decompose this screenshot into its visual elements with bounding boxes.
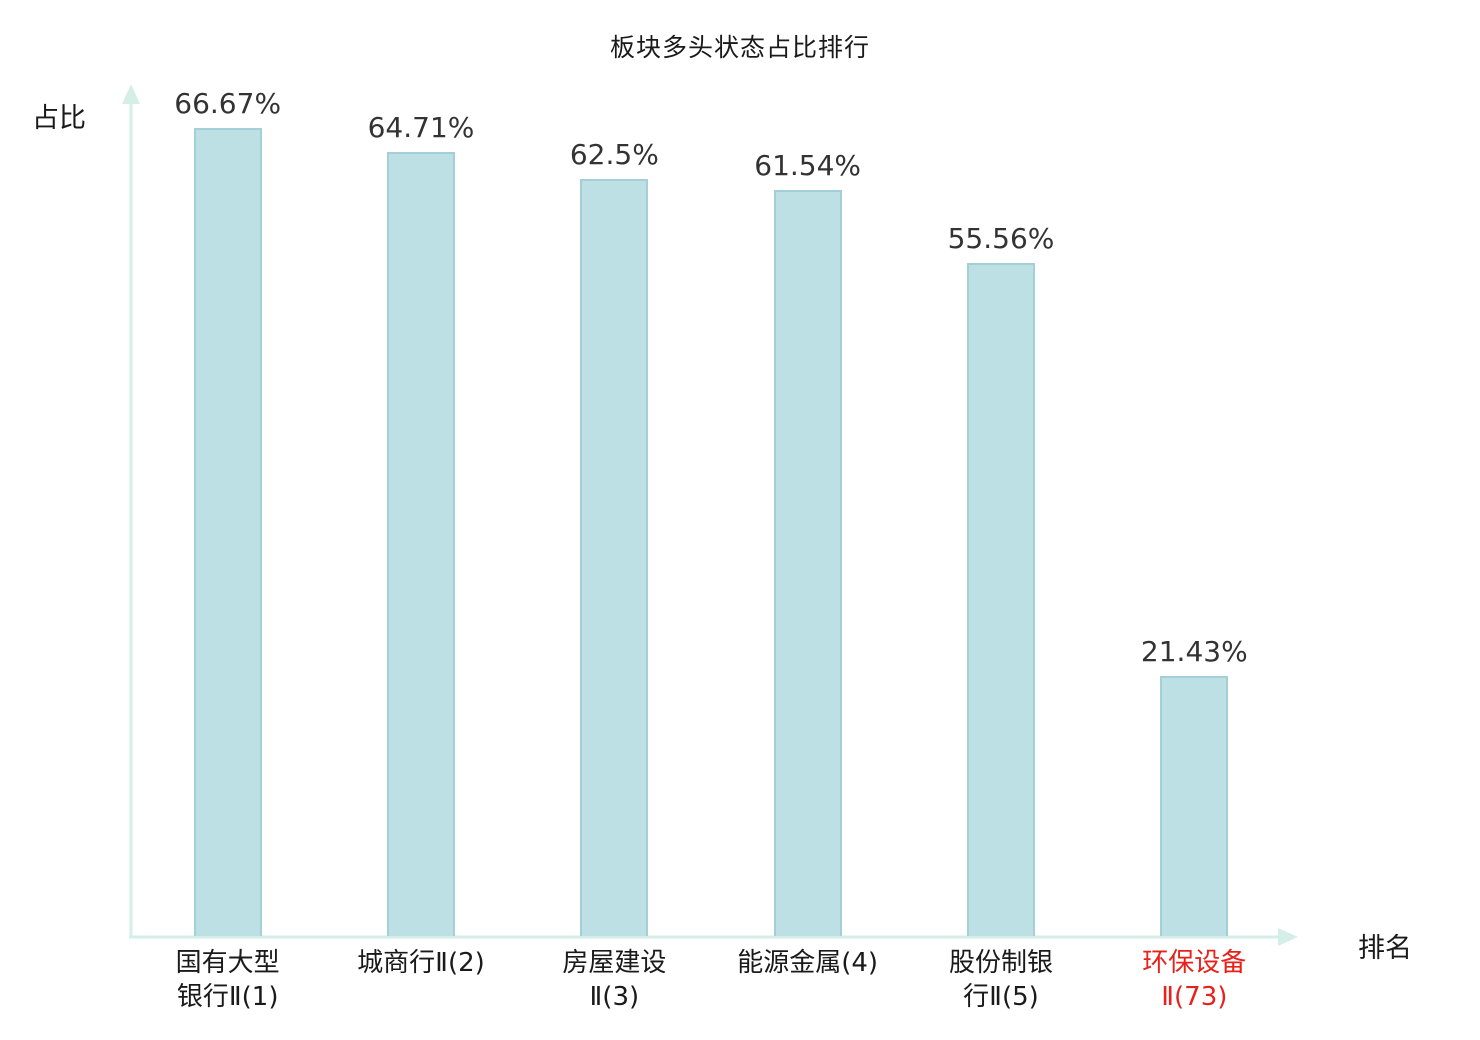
bar-column: 62.5%	[518, 138, 711, 936]
category-label: 环保设备 Ⅱ(73)	[1142, 948, 1247, 1012]
y-axis-label: 占比	[32, 103, 86, 134]
category-labels: 国有大型 银行Ⅱ(1) 城商行Ⅱ(2) 房屋建设 Ⅱ(3) 能源金属(4) 股份制银 行Ⅱ(5…	[131, 946, 1291, 1014]
category-label: 股份制银 行Ⅱ(5)	[948, 948, 1053, 1012]
bar	[773, 190, 842, 936]
bar-column: 55.56%	[904, 222, 1097, 936]
category-label: 城商行Ⅱ(2)	[357, 948, 485, 978]
bar	[1160, 676, 1229, 936]
plot-area: 66.67% 64.71% 62.5% 61.54% 55.56% 21.43%	[131, 76, 1291, 936]
bar-value-label: 61.54%	[754, 149, 862, 182]
category-label: 房屋建设 Ⅱ(3)	[562, 948, 667, 1012]
bar-column: 64.71%	[324, 111, 517, 936]
bar	[966, 263, 1035, 936]
bar-column: 66.67%	[131, 87, 324, 936]
category-label: 能源金属(4)	[737, 948, 879, 978]
bar-value-label: 21.43%	[1140, 635, 1248, 668]
chart-title: 板块多头状态占比排行	[609, 33, 870, 62]
bar-column: 61.54%	[711, 149, 904, 936]
bar-column: 21.43%	[1098, 635, 1291, 936]
bar-value-label: 66.67%	[174, 87, 282, 120]
bar-value-label: 64.71%	[367, 111, 475, 144]
bar	[580, 179, 649, 936]
bar-value-label: 55.56%	[947, 222, 1055, 255]
bar	[193, 128, 262, 936]
bar-value-label: 62.5%	[569, 138, 659, 171]
x-axis-label: 排名	[1358, 933, 1412, 964]
bar	[386, 152, 455, 936]
category-label: 国有大型 银行Ⅱ(1)	[175, 948, 280, 1012]
